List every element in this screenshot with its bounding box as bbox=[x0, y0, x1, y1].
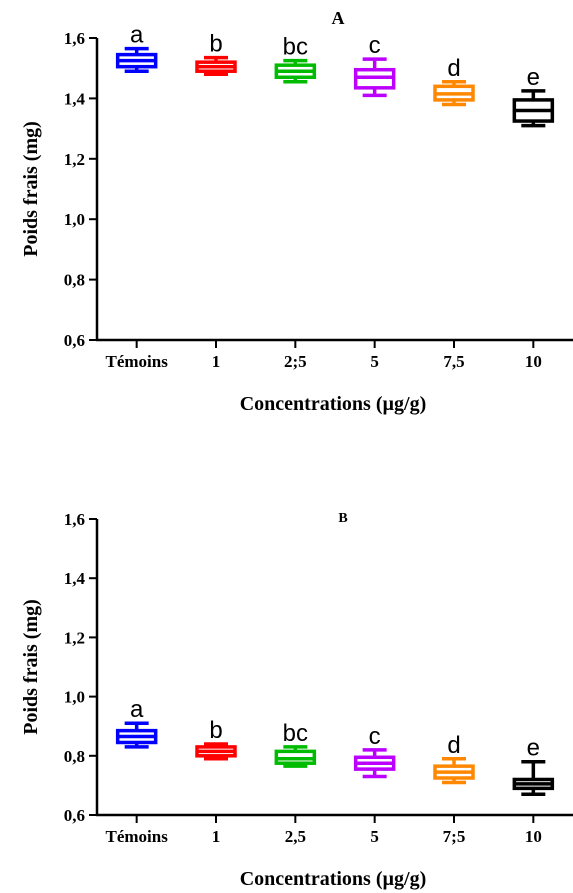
y-tick-label: 1,2 bbox=[64, 150, 85, 169]
x-axis-title: Concentrations (µg/g) bbox=[240, 393, 427, 415]
significance-label: b bbox=[209, 31, 222, 58]
box-plot bbox=[115, 46, 158, 73]
significance-label: e bbox=[527, 735, 540, 762]
x-tick-label: Témoins bbox=[105, 827, 168, 846]
x-tick-label: 5 bbox=[370, 827, 379, 846]
significance-label: e bbox=[527, 64, 540, 91]
x-tick-label: 2,5 bbox=[285, 827, 306, 846]
x-axis-title: Concentrations (µg/g) bbox=[240, 868, 427, 890]
significance-label: d bbox=[447, 55, 460, 82]
significance-label: b bbox=[209, 717, 222, 744]
box-plot bbox=[512, 89, 555, 128]
x-tick-label: 5 bbox=[370, 352, 379, 371]
y-axis-title: Poids frais (mg) bbox=[20, 121, 42, 257]
y-tick-label: 1,0 bbox=[64, 688, 85, 707]
y-tick-label: 0,8 bbox=[64, 271, 85, 290]
box-plot bbox=[274, 58, 317, 84]
box-plot bbox=[115, 721, 158, 749]
box-plot bbox=[353, 748, 396, 779]
y-tick-label: 1,2 bbox=[64, 628, 85, 647]
y-tick-label: 0,8 bbox=[64, 747, 85, 766]
box-plot bbox=[512, 759, 555, 797]
panel-label: B bbox=[338, 511, 347, 526]
y-tick-label: 1,4 bbox=[64, 569, 86, 588]
significance-label: a bbox=[130, 696, 144, 723]
x-tick-label: 10 bbox=[525, 827, 542, 846]
y-tick-label: 1,0 bbox=[64, 210, 85, 229]
y-tick-label: 0,6 bbox=[64, 806, 85, 825]
significance-label: c bbox=[369, 32, 381, 59]
x-tick-label: 10 bbox=[525, 352, 542, 371]
significance-label: bc bbox=[283, 720, 308, 747]
box-plot bbox=[353, 57, 396, 98]
box-plot bbox=[195, 742, 237, 761]
y-tick-label: 0,6 bbox=[64, 331, 85, 350]
box-plot bbox=[195, 55, 237, 76]
x-tick-label: 1 bbox=[212, 352, 221, 371]
significance-label: a bbox=[130, 22, 144, 49]
box-plot bbox=[433, 80, 475, 107]
box-plot bbox=[274, 745, 317, 768]
x-tick-label: 7;5 bbox=[443, 827, 466, 846]
panel-label: A bbox=[332, 8, 345, 28]
box-plot bbox=[433, 757, 475, 785]
y-tick-label: 1,4 bbox=[64, 89, 86, 108]
significance-label: d bbox=[447, 732, 460, 759]
significance-label: c bbox=[369, 723, 381, 750]
y-tick-label: 1,6 bbox=[64, 29, 85, 48]
panel-b: 0,6 0,8 1,0 1,2 1,4 1,6 Témoins 1 2,5 5 7;5 10 a b bc c… bbox=[20, 510, 573, 890]
significance-label: bc bbox=[283, 34, 308, 61]
x-tick-label: 7,5 bbox=[443, 352, 464, 371]
x-tick-label: 2;5 bbox=[284, 352, 307, 371]
panel-a: 0,6 0,8 1,0 1,2 1,4 1,6 Témoins 1 2;5 5 7,5 10 a b bc c… bbox=[20, 8, 573, 415]
y-axis-title: Poids frais (mg) bbox=[20, 599, 42, 735]
y-tick-label: 1,6 bbox=[64, 510, 85, 529]
x-tick-label: 1 bbox=[212, 827, 221, 846]
x-tick-label: Témoins bbox=[105, 352, 168, 371]
